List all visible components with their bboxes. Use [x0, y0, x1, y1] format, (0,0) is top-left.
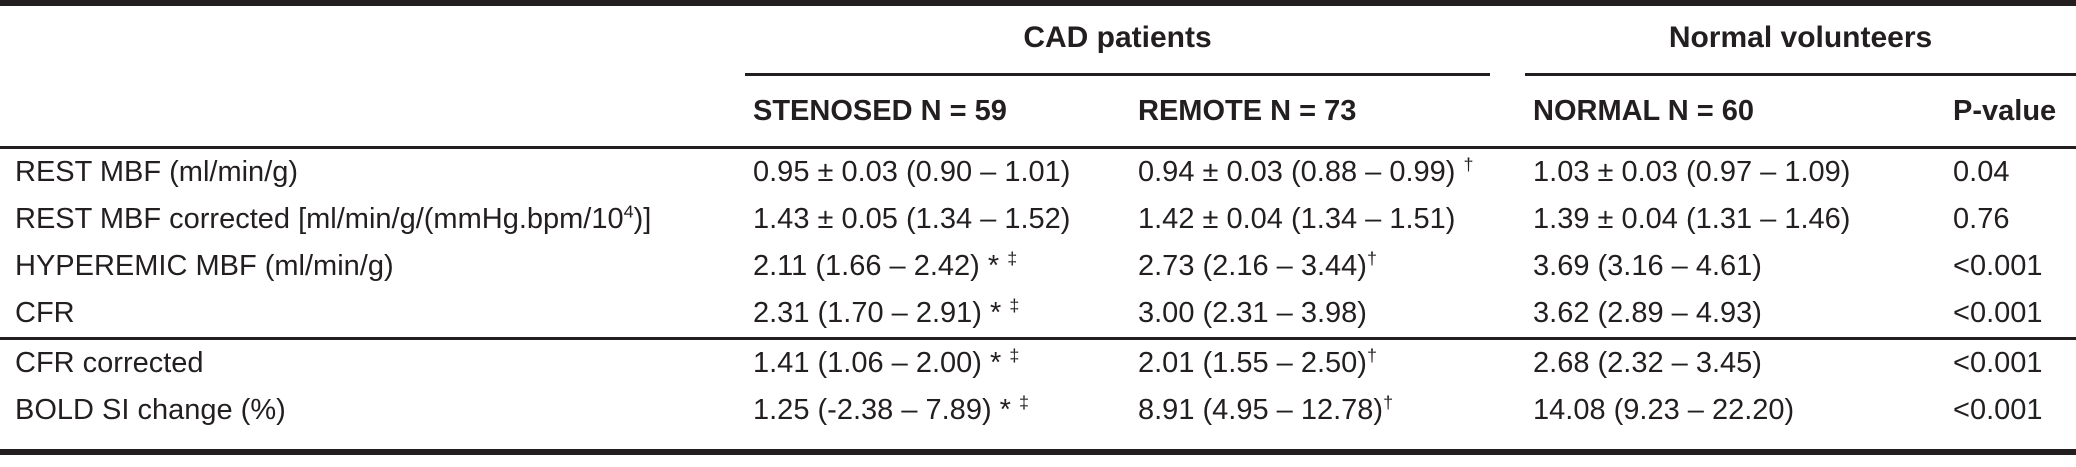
cell-pvalue: <0.001: [1953, 394, 2043, 426]
cell-remote: 0.94 ± 0.03 (0.88 – 0.99) †: [1138, 154, 1474, 188]
row-label: CFR corrected: [0, 337, 745, 387]
row-label: REST MBF (ml/min/g): [15, 156, 299, 188]
cell-normal: 1.03 ± 0.03 (0.97 – 1.09): [1533, 156, 1851, 188]
cell-pvalue: <0.001: [1953, 297, 2043, 329]
table-row-hyperemic-mbf: HYPEREMIC MBF (ml/min/g) 2.11 (1.66 – 2.…: [0, 243, 2076, 290]
cell-pvalue: 0.76: [1953, 203, 2010, 235]
group-header-normal-volunteers: Normal volunteers: [1525, 3, 2076, 76]
col-header-stenosed: STENOSED N = 59: [745, 76, 1130, 149]
group-header-cad: CAD patients: [745, 3, 1525, 76]
cell-stenosed: 1.41 (1.06 – 2.00) * ‡: [745, 337, 1130, 387]
cell-stenosed: 1.43 ± 0.05 (1.34 – 1.52): [753, 203, 1071, 235]
cell-pvalue: 0.04: [1953, 156, 2010, 188]
group-header-row: CAD patients Normal volunteers: [0, 3, 2076, 76]
cell-remote: 3.00 (2.31 – 3.98): [1138, 297, 1367, 329]
cell-pvalue: <0.001: [1945, 337, 2076, 387]
table-row-rest-mbf-corrected: REST MBF corrected [ml/min/g/(mmHg.bpm/1…: [0, 196, 2076, 243]
table-row-cfr-corrected: CFR corrected 1.41 (1.06 – 2.00) * ‡ 2.0…: [0, 337, 2076, 387]
cell-remote: 2.73 (2.16 – 3.44)†: [1138, 248, 1377, 282]
cell-normal: 14.08 (9.23 – 22.20): [1533, 394, 1795, 426]
group-header-cad-label: CAD patients: [745, 7, 1491, 76]
col-header-row-label-empty: [0, 76, 745, 149]
cell-remote: 1.42 ± 0.04 (1.34 – 1.51): [1138, 203, 1456, 235]
cell-remote: 2.01 (1.55 – 2.50)†: [1130, 337, 1526, 387]
table-row-cfr: CFR 2.31 (1.70 – 2.91) * ‡ 3.00 (2.31 – …: [0, 290, 2076, 339]
cell-pvalue: <0.001: [1953, 250, 2043, 282]
cell-stenosed: 1.25 (-2.38 – 7.89) * ‡: [753, 392, 1029, 426]
cell-normal: 2.68 (2.32 – 3.45): [1525, 337, 1946, 387]
cell-stenosed: 2.11 (1.66 – 2.42) * ‡: [753, 248, 1018, 282]
cell-remote: 8.91 (4.95 – 12.78)†: [1138, 392, 1394, 426]
table-row-bold-si-change: BOLD SI change (%) 1.25 (-2.38 – 7.89) *…: [0, 387, 2076, 434]
row-label: HYPEREMIC MBF (ml/min/g): [15, 250, 394, 282]
group-header-empty-cell: [0, 3, 745, 76]
cell-stenosed: 0.95 ± 0.03 (0.90 – 1.01): [753, 156, 1071, 188]
cell-normal: 1.39 ± 0.04 (1.31 – 1.46): [1533, 203, 1851, 235]
col-header-remote: REMOTE N = 73: [1130, 76, 1526, 149]
cell-normal: 3.62 (2.89 – 4.93): [1533, 297, 1762, 329]
col-header-normal: NORMAL N = 60: [1525, 76, 1946, 149]
cell-normal: 3.69 (3.16 – 4.61): [1533, 250, 1762, 282]
table-row-rest-mbf: REST MBF (ml/min/g) 0.95 ± 0.03 (0.90 – …: [0, 148, 2076, 197]
col-header-pvalue: P-value: [1945, 76, 2076, 149]
data-table: CAD patients Normal volunteers STENOSED …: [0, 0, 2076, 455]
row-label: BOLD SI change (%): [15, 394, 286, 426]
cell-stenosed: 2.31 (1.70 – 2.91) * ‡: [753, 295, 1020, 329]
bottom-spacer-row: [0, 434, 2076, 452]
row-label: REST MBF corrected [ml/min/g/(mmHg.bpm/1…: [15, 201, 652, 235]
group-header-normal-volunteers-label: Normal volunteers: [1525, 7, 2076, 76]
row-label: CFR: [15, 297, 75, 329]
column-header-row: STENOSED N = 59 REMOTE N = 73 NORMAL N =…: [0, 76, 2076, 149]
